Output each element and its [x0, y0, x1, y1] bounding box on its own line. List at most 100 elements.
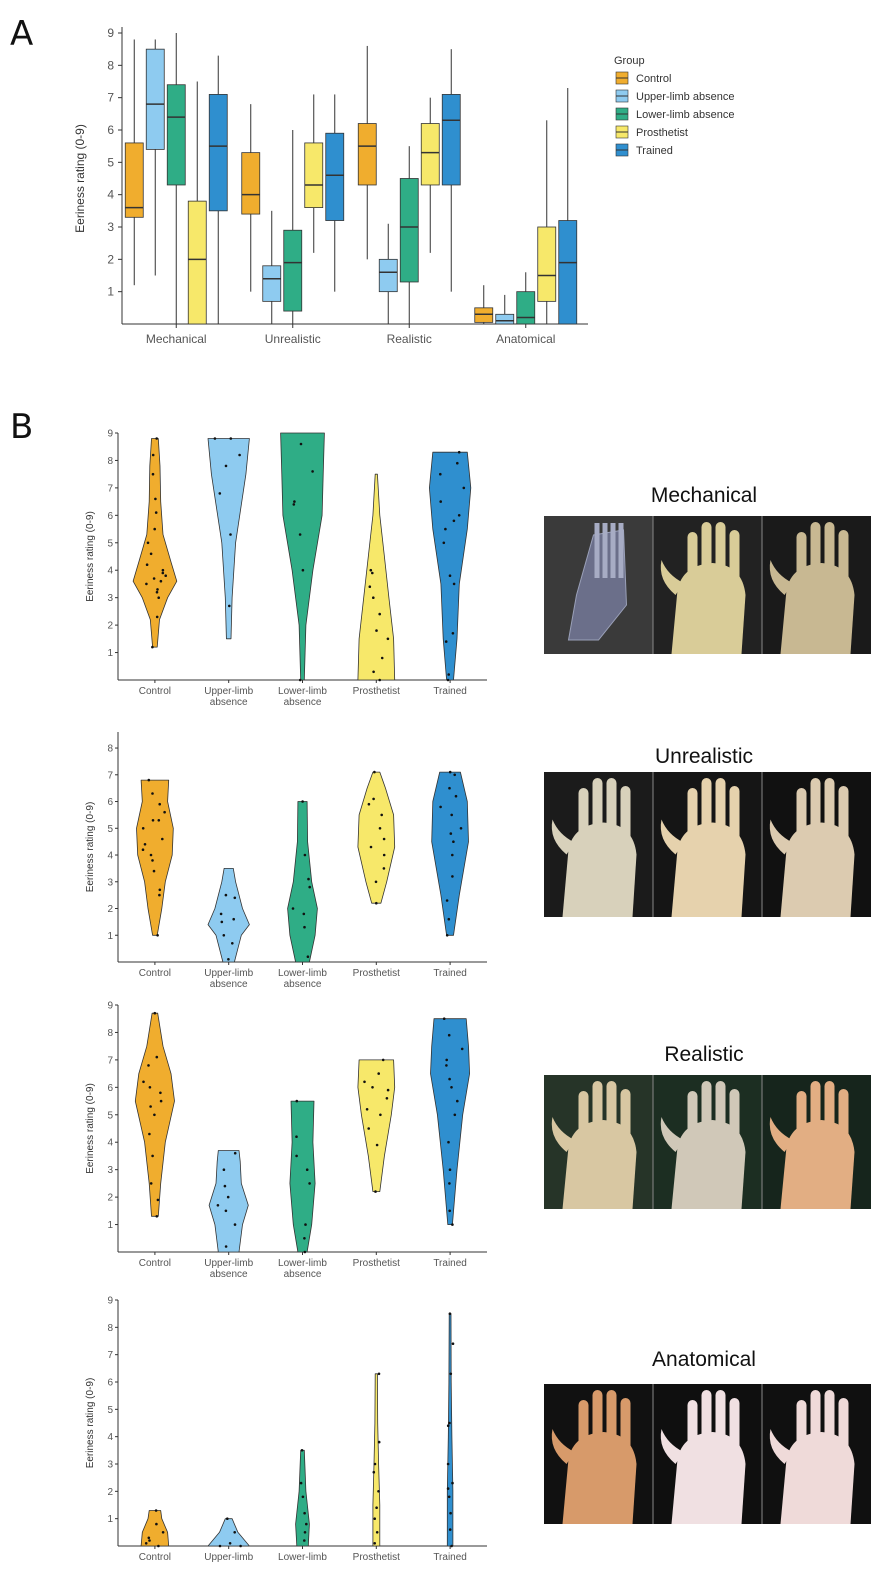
legend-label: Lower-limb absence [636, 109, 734, 121]
data-point [155, 1522, 158, 1526]
data-point [220, 920, 224, 924]
data-point [444, 527, 447, 531]
y-tick-label: 6 [107, 1378, 113, 1389]
legend-label: Trained [636, 145, 673, 157]
x-tick-label-upper-limb-absence: Upper-limb [204, 1258, 253, 1269]
box [262, 265, 282, 302]
violin-upper-limb-absence [207, 437, 250, 640]
data-point [439, 805, 442, 809]
finger-shape [810, 1390, 821, 1460]
y-tick-label: 2 [107, 904, 113, 915]
data-point [213, 437, 217, 440]
data-point [303, 853, 307, 857]
finger-shape [687, 532, 698, 601]
data-point [460, 1047, 464, 1051]
data-point [145, 563, 149, 566]
data-point [378, 612, 382, 616]
box-mechanical-upper-limb-absence [145, 39, 165, 276]
data-point [151, 453, 155, 457]
data-point [149, 853, 153, 857]
box-anatomical-trained [558, 87, 578, 325]
stimulus-strip-realistic: Realistic [544, 1043, 871, 1209]
violin-lower-limb-absence [295, 1449, 310, 1547]
data-point [233, 1151, 237, 1155]
data-point [382, 853, 386, 857]
y-tick-label: 1 [107, 285, 114, 299]
data-point [227, 958, 230, 961]
data-point [374, 1190, 377, 1193]
y-axis-title: Eeriness rating (0-9) [73, 124, 87, 233]
data-point [154, 511, 158, 514]
finger-shape [729, 786, 740, 859]
finger-shape [838, 786, 849, 859]
data-point [232, 917, 235, 921]
data-point [298, 533, 302, 536]
box-realistic-prosthetist [420, 97, 440, 253]
violin-trained [429, 450, 472, 682]
x-tick-label-lower-limb-absence-line2: absence [284, 979, 322, 990]
finger-shape [715, 778, 726, 851]
thumb-shape [769, 819, 793, 855]
x-tick-label-control: Control [139, 686, 171, 697]
data-point [379, 1113, 382, 1117]
box [283, 229, 303, 312]
data-point [163, 810, 166, 814]
violin-upper-limb-absence [207, 868, 250, 963]
violin-control [140, 1509, 170, 1548]
violin-body [372, 1373, 381, 1547]
y-tick-label: 8 [107, 58, 114, 72]
x-tick-label-upper-limb: Upper-limb [204, 1552, 253, 1563]
data-point [375, 901, 378, 905]
y-tick-label: 7 [107, 483, 113, 494]
data-point [451, 1481, 454, 1485]
violin-plot-realistic: 1 2 3 4 5 6 7 8 9 Eeriness rating (0-9) Control Upp… [85, 1001, 487, 1280]
legend-label: Control [636, 73, 671, 85]
data-point [153, 1011, 157, 1015]
data-point [452, 519, 456, 523]
data-point [156, 588, 159, 591]
box-mechanical-lower-limb-absence [166, 33, 186, 324]
x-tick-label-prosthetist: Prosthetist [353, 1258, 400, 1269]
data-point [305, 1522, 308, 1526]
finger-shape [810, 778, 821, 851]
finger-shape [701, 522, 712, 591]
violin-control [134, 1011, 175, 1218]
y-tick-label: 2 [107, 252, 114, 266]
data-point [448, 1312, 452, 1315]
data-point [365, 1108, 369, 1111]
box [558, 220, 578, 325]
finger-shape [594, 523, 600, 578]
data-point [380, 813, 384, 817]
data-point [372, 1470, 376, 1474]
data-point [369, 568, 373, 572]
data-point [301, 568, 305, 572]
data-point [444, 640, 448, 643]
data-point [229, 437, 233, 440]
violin-body [207, 1518, 250, 1547]
box [474, 307, 494, 323]
data-point [447, 1140, 450, 1144]
data-point [298, 678, 302, 682]
box [325, 132, 345, 221]
data-point [303, 1237, 306, 1240]
finger-shape [838, 1398, 849, 1468]
finger-shape [810, 1081, 821, 1148]
y-tick-label: 9 [107, 429, 113, 440]
violin-upper-limb-absence [208, 1150, 249, 1253]
stimulus-title-mechanical: Mechanical [651, 484, 757, 507]
violin-body [207, 438, 250, 640]
box [357, 123, 377, 186]
data-point [149, 1105, 152, 1108]
y-tick-label: 4 [107, 1138, 113, 1149]
violin-lower-limb-absence [280, 432, 325, 682]
data-point [369, 845, 373, 849]
y-tick-label: 3 [107, 877, 113, 888]
data-point [155, 590, 159, 594]
box-anatomical-lower-limb-absence [516, 272, 536, 325]
violin-body [208, 1150, 249, 1253]
box-realistic-lower-limb-absence [399, 146, 419, 324]
violin-lower-limb-absence [287, 800, 318, 963]
data-point [372, 670, 375, 674]
finger-shape [796, 1400, 807, 1470]
data-point [141, 827, 145, 830]
